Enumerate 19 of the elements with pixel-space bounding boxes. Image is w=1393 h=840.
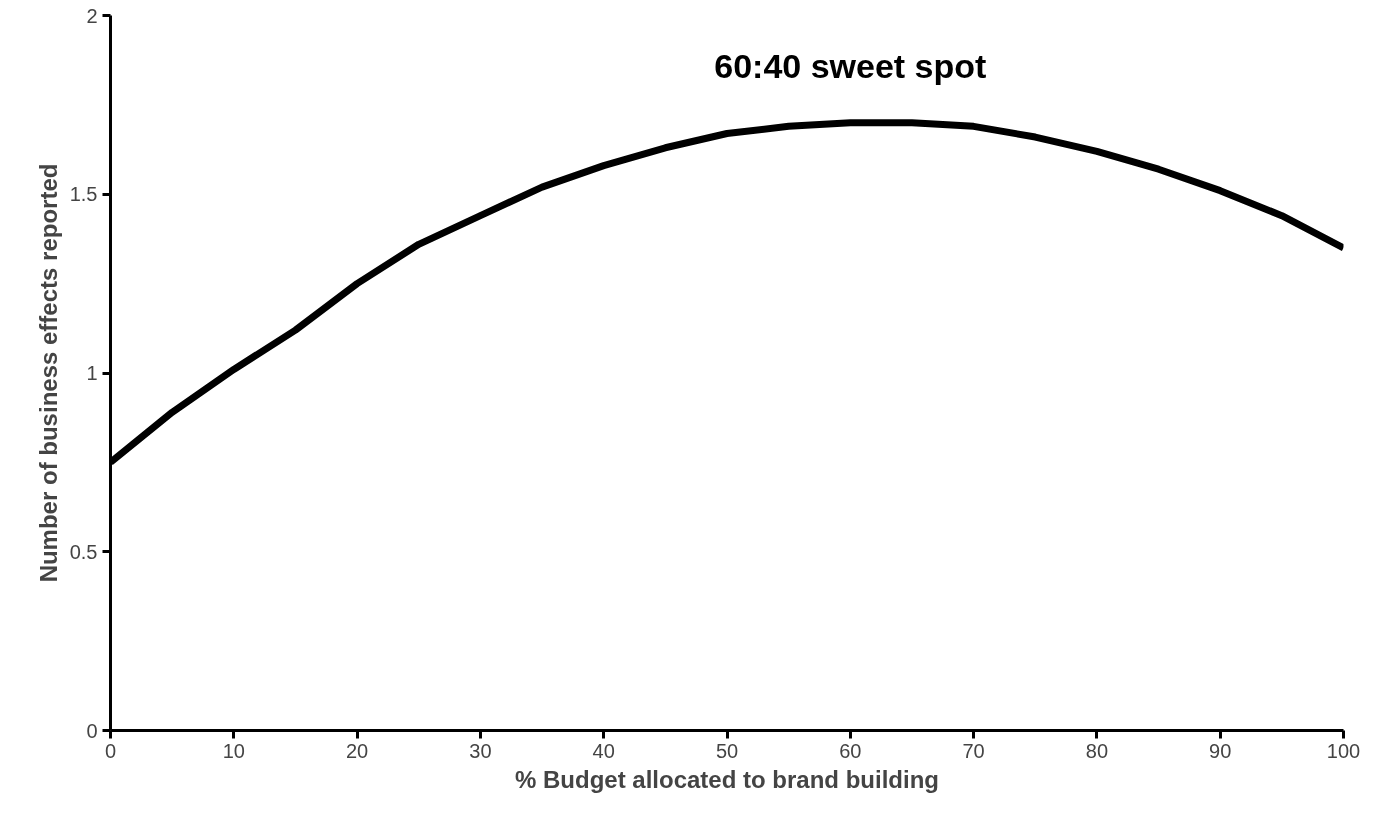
x-tick-label: 0 bbox=[104, 739, 117, 762]
x-tick-label: 10 bbox=[222, 739, 245, 762]
y-tick-label: 1 bbox=[86, 362, 98, 384]
y-tick-label: 0 bbox=[86, 719, 98, 742]
x-tick-label: 80 bbox=[1085, 739, 1109, 762]
x-tick-label: 30 bbox=[469, 739, 492, 762]
x-tick-label: 90 bbox=[1209, 739, 1232, 762]
y-axis-title: Number of business effects reported bbox=[34, 163, 62, 583]
x-tick-label: 100 bbox=[1326, 739, 1361, 762]
x-axis-title: % Budget allocated to brand building bbox=[515, 765, 939, 793]
annotation: 60:40 sweet spot bbox=[714, 46, 987, 85]
x-tick-label: 70 bbox=[962, 739, 985, 762]
x-tick-label: 60 bbox=[839, 739, 862, 762]
y-tick-label: 0.5 bbox=[69, 540, 98, 563]
x-tick-label: 40 bbox=[592, 739, 615, 762]
y-tick-label: 2 bbox=[86, 4, 98, 27]
y-tick-label: 1.5 bbox=[69, 183, 98, 206]
x-tick-label: 50 bbox=[715, 739, 739, 762]
x-tick-label: 20 bbox=[345, 739, 369, 762]
